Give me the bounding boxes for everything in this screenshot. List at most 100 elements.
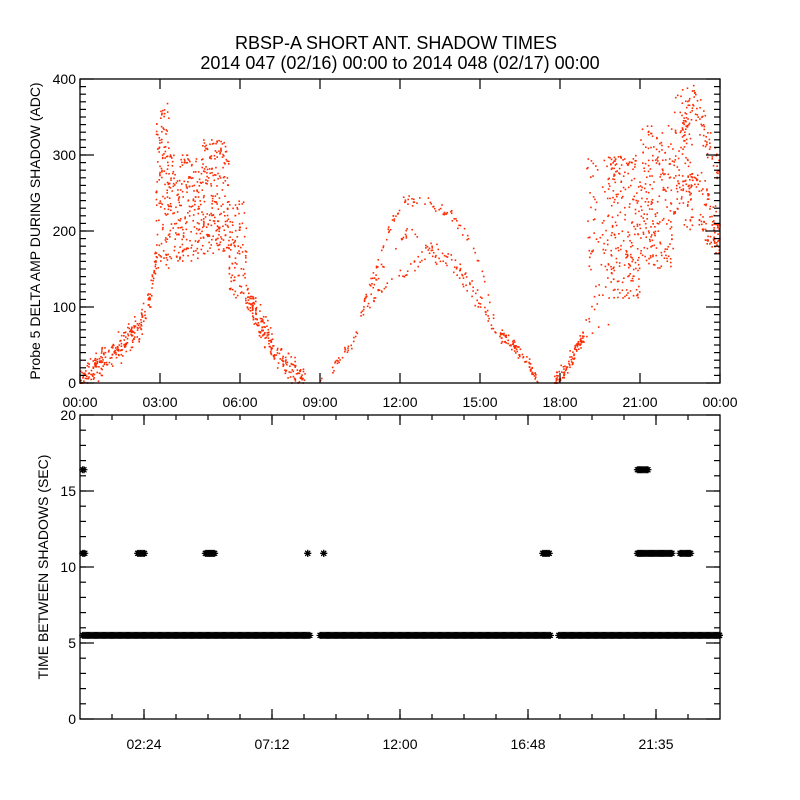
amplitude-point — [484, 311, 487, 313]
amplitude-point — [92, 366, 95, 369]
amplitude-point — [685, 183, 688, 186]
amplitude-point — [245, 299, 247, 302]
amplitude-point — [100, 352, 103, 354]
amplitude-point — [161, 138, 163, 141]
amplitude-point — [623, 277, 625, 280]
amplitude-point — [466, 289, 468, 292]
amplitude-point — [230, 243, 233, 246]
amplitude-point — [529, 363, 532, 365]
amplitude-point — [572, 351, 574, 353]
amplitude-point — [202, 237, 205, 239]
amplitude-point — [111, 345, 114, 347]
amplitude-point — [301, 377, 304, 380]
amplitude-point — [686, 87, 689, 90]
amplitude-point — [391, 219, 394, 221]
amplitude-point — [138, 340, 140, 343]
amplitude-point — [634, 261, 637, 264]
amplitude-point — [601, 234, 604, 236]
amplitude-point — [409, 263, 412, 265]
amplitude-point — [198, 228, 201, 231]
amplitude-point — [218, 226, 221, 229]
amplitude-point — [234, 245, 236, 248]
amplitude-point — [175, 255, 178, 258]
amplitude-point — [398, 274, 401, 277]
amplitude-point — [566, 366, 569, 368]
amplitude-point — [689, 219, 692, 222]
amplitude-point — [528, 361, 530, 364]
amplitude-point — [705, 230, 707, 232]
amplitude-point — [701, 228, 704, 231]
chart-subtitle: 2014 047 (02/16) 00:00 to 2014 048 (02/1… — [200, 53, 599, 73]
amplitude-point — [412, 201, 415, 204]
amplitude-point — [229, 220, 232, 223]
amplitude-point — [625, 294, 628, 296]
amplitude-point — [147, 293, 150, 295]
amplitude-point — [661, 144, 663, 147]
amplitude-point — [158, 137, 161, 139]
amplitude-point — [709, 216, 711, 218]
amplitude-point — [704, 114, 707, 117]
amplitude-point — [696, 107, 698, 110]
amplitude-point — [218, 234, 220, 236]
amplitude-point — [158, 219, 160, 222]
amplitude-point — [174, 245, 176, 248]
amplitude-point — [376, 266, 379, 268]
amplitude-point — [241, 203, 244, 205]
amplitude-point — [119, 349, 122, 352]
amplitude-point — [207, 235, 209, 238]
amplitude-point — [689, 179, 691, 181]
amplitude-point — [92, 378, 95, 380]
amplitude-point — [252, 316, 255, 319]
amplitude-point — [609, 197, 611, 200]
amplitude-point — [197, 196, 200, 198]
amplitude-point — [630, 222, 633, 224]
amplitude-point — [650, 203, 653, 206]
amplitude-point — [621, 197, 623, 199]
amplitude-point — [116, 348, 118, 351]
amplitude-point — [632, 268, 635, 271]
amplitude-point — [123, 344, 125, 346]
amplitude-point — [614, 160, 616, 162]
amplitude-point — [92, 367, 95, 369]
amplitude-point — [168, 147, 170, 149]
amplitude-point — [656, 137, 658, 140]
amplitude-point — [220, 148, 222, 151]
amplitude-point — [586, 335, 588, 338]
amplitude-point — [653, 232, 656, 235]
amplitude-point — [160, 117, 162, 119]
amplitude-point — [211, 214, 213, 217]
amplitude-point — [198, 178, 201, 181]
amplitude-point — [718, 249, 721, 251]
amplitude-point — [188, 215, 191, 217]
amplitude-point — [536, 380, 539, 383]
amplitude-point — [568, 364, 571, 366]
interval-point — [320, 549, 328, 557]
amplitude-point — [263, 326, 265, 328]
amplitude-point — [212, 214, 214, 217]
amplitude-point — [671, 234, 673, 236]
amplitude-point — [713, 238, 716, 241]
amplitude-point — [618, 262, 621, 264]
amplitude-point — [638, 267, 641, 270]
amplitude-point — [633, 275, 635, 278]
amplitude-point — [685, 156, 687, 159]
amplitude-point — [624, 171, 626, 174]
amplitude-point — [632, 258, 634, 261]
amplitude-point — [638, 285, 640, 288]
amplitude-point — [254, 300, 257, 303]
amplitude-point — [641, 209, 643, 212]
amplitude-point — [218, 139, 220, 142]
amplitude-point — [160, 141, 163, 144]
amplitude-point — [680, 130, 682, 132]
amplitude-point — [596, 303, 599, 305]
amplitude-point — [667, 219, 670, 222]
amplitude-point — [703, 110, 705, 112]
amplitude-point — [267, 337, 270, 340]
amplitude-point — [245, 302, 247, 304]
amplitude-point — [100, 374, 103, 377]
amplitude-point — [416, 236, 419, 238]
amplitude-point — [185, 248, 187, 251]
amplitude-point — [205, 144, 208, 147]
amplitude-point — [133, 332, 136, 334]
amplitude-point — [639, 227, 642, 230]
